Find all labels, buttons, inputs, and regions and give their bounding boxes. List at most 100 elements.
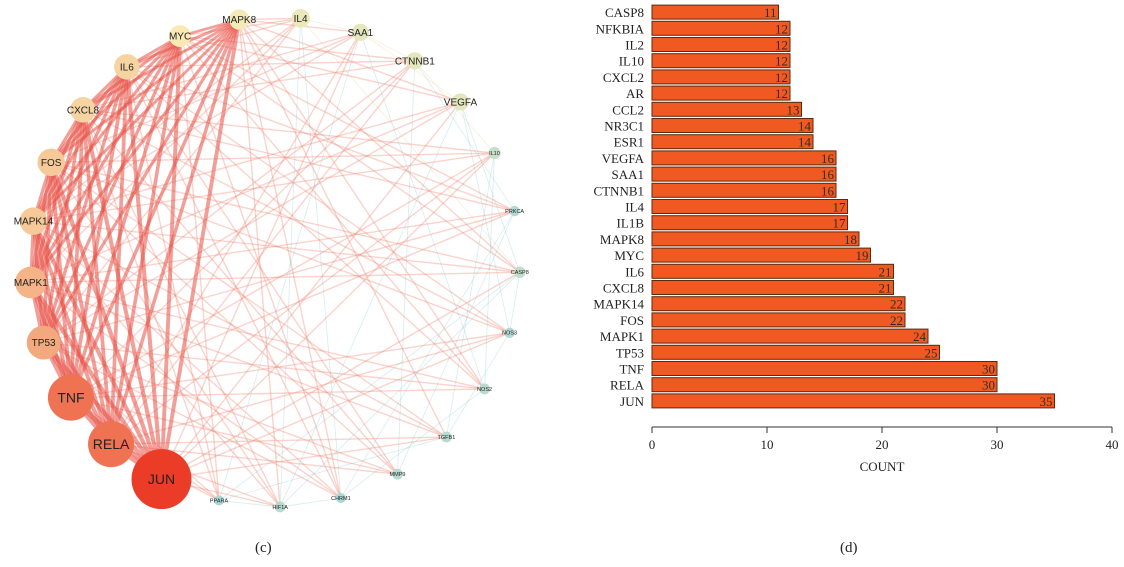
x-axis: 0 10 20 30 40 COUNT xyxy=(649,426,1119,474)
x-tick-label: 0 xyxy=(649,437,656,452)
bar xyxy=(651,280,894,295)
bar-row: 12 xyxy=(651,20,791,36)
node-circle xyxy=(37,148,65,177)
node-label: MAPK1 xyxy=(14,278,48,289)
network-node: MAPK14 xyxy=(14,207,54,235)
network-node: IL6 xyxy=(114,54,140,80)
node-label: CHRM1 xyxy=(331,496,351,502)
bar-row: 16 xyxy=(651,150,837,166)
network-edge xyxy=(414,60,515,212)
network-node: IL10 xyxy=(488,146,501,160)
network-edge xyxy=(300,18,342,499)
category-label: NFKBIA xyxy=(596,21,645,36)
network-edge xyxy=(238,19,486,390)
bar xyxy=(651,312,906,328)
node-circle xyxy=(488,146,501,160)
network-edge xyxy=(51,161,520,273)
network-edge xyxy=(446,332,510,438)
bar xyxy=(651,134,814,150)
network-edge xyxy=(238,19,448,438)
network-edge xyxy=(340,388,485,499)
network-node: MMP9 xyxy=(390,468,405,480)
network-edge xyxy=(126,66,486,390)
network-edge xyxy=(110,32,361,445)
bar-value-label: 17 xyxy=(833,216,847,231)
network-edge xyxy=(50,35,182,164)
node-circle xyxy=(229,9,250,30)
bar xyxy=(651,344,940,360)
network-edge xyxy=(50,161,447,438)
category-label: NR3C1 xyxy=(604,119,644,134)
network-node: PPARA xyxy=(210,495,228,506)
bar-value-label: 12 xyxy=(775,54,788,69)
bar-row: 17 xyxy=(651,199,848,215)
bar-value-label: 35 xyxy=(1040,394,1053,409)
bar xyxy=(651,150,837,166)
bar-row: 25 xyxy=(651,344,940,360)
bar xyxy=(651,85,791,101)
node-label: JUN xyxy=(148,471,175,487)
category-label: TNF xyxy=(619,362,644,377)
category-label: CXCL8 xyxy=(603,281,644,296)
bar xyxy=(651,328,929,344)
network-edge xyxy=(397,60,416,475)
node-circle xyxy=(479,383,490,395)
x-tick-label: 20 xyxy=(876,437,889,452)
network-edge xyxy=(484,153,495,389)
x-tick-label: 40 xyxy=(1106,437,1119,452)
network-edge xyxy=(82,18,240,112)
network-edge xyxy=(32,220,342,499)
category-label: TP53 xyxy=(616,345,644,360)
network-edge xyxy=(32,18,241,223)
bar-row: 21 xyxy=(651,280,894,296)
bar-row: 12 xyxy=(651,69,791,85)
category-label: MAPK14 xyxy=(593,297,644,312)
category-label: CASP8 xyxy=(605,5,644,20)
bar-value-label: 22 xyxy=(890,297,903,312)
network-edge xyxy=(179,35,521,273)
panel-caption-c: (c) xyxy=(255,540,272,556)
bar-row: 35 xyxy=(651,393,1055,409)
network-node: PRKCA xyxy=(505,205,524,217)
network-node: JUN xyxy=(131,449,192,510)
node-circle xyxy=(15,266,47,299)
category-label: IL6 xyxy=(625,264,644,279)
bar-value-label: 12 xyxy=(775,38,788,53)
network-node: HIF1A xyxy=(272,501,288,513)
bar-value-label: 21 xyxy=(879,264,892,279)
network-node: RELA xyxy=(88,421,135,468)
node-circle xyxy=(169,25,192,48)
node-label: HIF1A xyxy=(272,505,288,511)
bar-row: 12 xyxy=(651,53,791,69)
network-edge xyxy=(43,210,515,344)
bar xyxy=(651,118,814,133)
node-circle xyxy=(47,374,94,421)
network-edge xyxy=(70,152,495,399)
x-tick-label: 10 xyxy=(761,437,774,452)
node-circle xyxy=(88,421,135,468)
network-node: CTNNB1 xyxy=(395,52,435,70)
network-edge xyxy=(30,281,485,390)
network-edge xyxy=(82,109,220,501)
category-label: RELA xyxy=(610,378,645,393)
bar-row: 19 xyxy=(651,247,871,263)
network-node: TP53 xyxy=(26,325,61,360)
network-edge xyxy=(397,210,516,475)
x-axis-title: COUNT xyxy=(860,459,905,474)
bar-row: 12 xyxy=(651,37,791,53)
network-node: NOS2 xyxy=(477,383,492,395)
network-edge xyxy=(70,210,515,399)
network-edge xyxy=(279,18,302,507)
network-edge xyxy=(360,32,416,62)
node-circle xyxy=(504,327,515,338)
node-label: IL6 xyxy=(120,62,134,73)
node-label: CXCL8 xyxy=(67,105,100,116)
node-label: NOS2 xyxy=(477,387,492,393)
bar-value-label: 18 xyxy=(844,232,857,247)
node-label: CTNNB1 xyxy=(395,56,435,67)
node-circle xyxy=(351,23,369,41)
network-edge xyxy=(109,19,241,445)
bar-row: 21 xyxy=(651,263,894,279)
network-edge xyxy=(81,109,113,445)
